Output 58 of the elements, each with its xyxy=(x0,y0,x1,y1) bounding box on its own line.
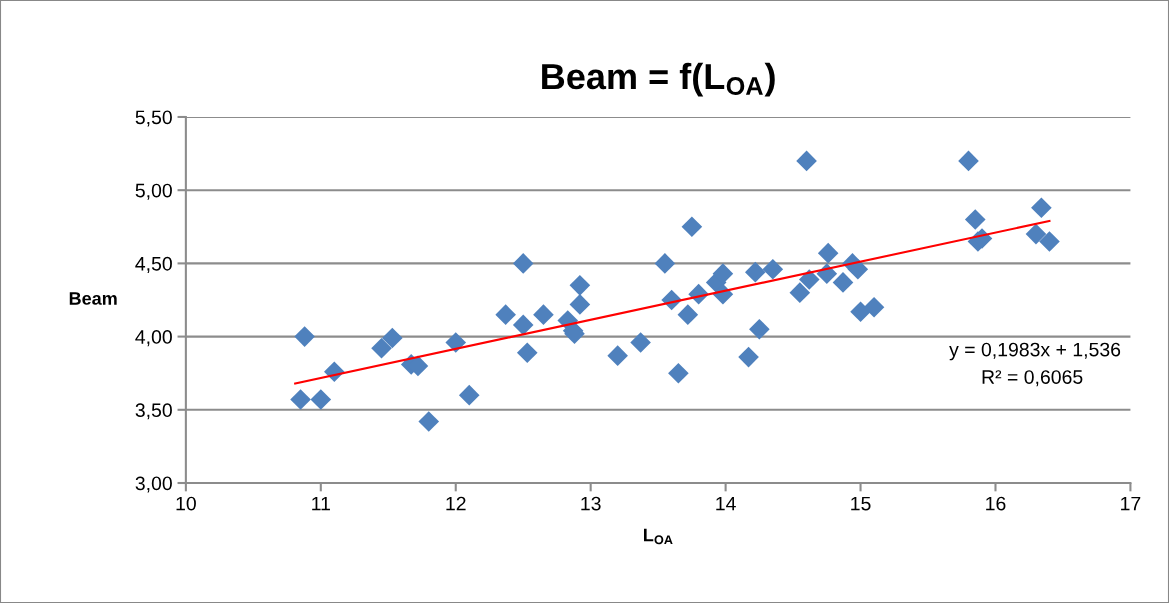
point xyxy=(458,384,480,406)
point xyxy=(749,318,770,340)
point xyxy=(796,150,817,172)
point xyxy=(294,326,315,347)
point xyxy=(495,304,516,325)
point xyxy=(738,346,759,368)
y-tick-label: 4,00 xyxy=(135,330,172,347)
point xyxy=(798,269,820,290)
x-tick-label: 10 xyxy=(176,496,196,511)
point xyxy=(382,327,403,349)
point xyxy=(677,304,699,325)
y-tick-label: 3,50 xyxy=(135,403,172,420)
x-tick-label: 11 xyxy=(312,496,330,511)
point xyxy=(569,294,591,315)
point xyxy=(712,263,734,284)
annotation: y = 0,1983x + 1,536 xyxy=(949,342,1121,361)
y-axis-title: Beam xyxy=(69,292,117,305)
point xyxy=(850,301,871,323)
point xyxy=(1025,223,1047,245)
x-tick-label: 13 xyxy=(581,496,601,511)
point xyxy=(745,261,766,283)
annotation: R² = 0,6065 xyxy=(982,370,1083,387)
point xyxy=(832,272,854,293)
point xyxy=(533,304,554,325)
point xyxy=(516,342,538,363)
point xyxy=(789,282,811,303)
x-tick-label: 17 xyxy=(1121,496,1141,511)
point xyxy=(512,314,534,336)
point xyxy=(762,258,784,280)
x-axis-title: L$_{OA}$ xyxy=(644,528,673,545)
point xyxy=(964,209,986,230)
point xyxy=(681,216,703,238)
point xyxy=(569,275,591,296)
x-tick-label: 16 xyxy=(986,496,1006,511)
point xyxy=(512,253,534,274)
point xyxy=(418,411,440,432)
chart-title: Beam = f(L$_{OA}$) xyxy=(542,62,775,97)
x-tick-label: 14 xyxy=(716,496,736,511)
point xyxy=(1031,197,1052,219)
point xyxy=(607,345,628,366)
point xyxy=(847,258,869,280)
point xyxy=(445,332,467,353)
point xyxy=(371,338,392,359)
point xyxy=(863,297,885,318)
x-tick-label: 15 xyxy=(851,496,871,511)
y-tick-label: 5,00 xyxy=(135,183,172,200)
y-tick-label: 3,00 xyxy=(135,476,172,493)
point xyxy=(1039,231,1060,252)
x-tick-label: 12 xyxy=(446,496,466,511)
point xyxy=(630,332,651,353)
point xyxy=(290,389,311,410)
point xyxy=(817,242,839,264)
point xyxy=(668,362,689,384)
point xyxy=(958,150,979,172)
y-tick-label: 5,50 xyxy=(135,110,172,127)
point xyxy=(654,253,676,274)
point xyxy=(310,389,332,410)
y-tick-label: 4,50 xyxy=(135,256,172,273)
